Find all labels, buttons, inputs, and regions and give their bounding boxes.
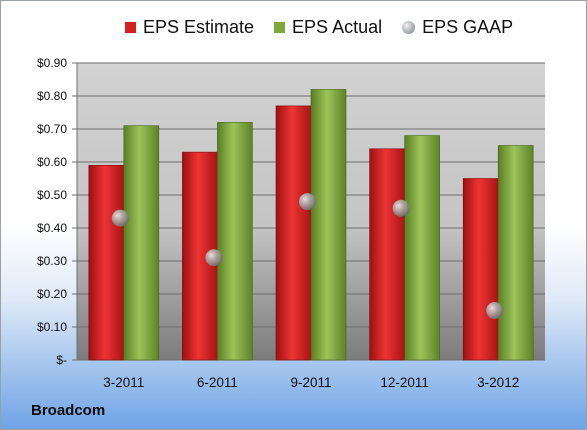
- point-eps-gaap: [392, 199, 410, 217]
- x-tick-label: 6-2011: [197, 375, 238, 390]
- legend-swatch-estimate: [125, 22, 136, 33]
- bar-eps-actual: [497, 145, 534, 361]
- legend-item-estimate: EPS Estimate: [125, 17, 254, 38]
- y-tick-label: $0.30: [37, 254, 67, 268]
- bar-eps-estimate: [369, 148, 405, 361]
- gaap-points: [111, 193, 504, 319]
- point-eps-gaap: [111, 209, 129, 227]
- bar-eps-estimate: [275, 105, 312, 361]
- bar-eps-actual: [404, 135, 440, 361]
- company-name: Broadcom: [31, 402, 106, 419]
- legend-item-gaap: EPS GAAP: [402, 17, 513, 38]
- y-tick-label: $0.90: [37, 56, 67, 70]
- bar-eps-actual: [310, 89, 347, 361]
- y-tick-label: $0.80: [37, 89, 67, 103]
- y-tick-label: $0.20: [37, 287, 67, 301]
- x-tick-label: 3-2011: [103, 375, 144, 390]
- bar-eps-estimate: [88, 165, 125, 361]
- legend: EPS Estimate EPS Actual EPS GAAP: [125, 17, 533, 38]
- y-tick-label: $0.60: [37, 155, 67, 169]
- bar-eps-actual: [123, 125, 160, 361]
- legend-label-gaap: EPS GAAP: [422, 17, 514, 37]
- legend-swatch-actual: [274, 22, 286, 33]
- point-eps-gaap: [486, 302, 504, 319]
- legend-swatch-gaap: [402, 21, 416, 34]
- y-tick-label: $0.10: [37, 320, 67, 334]
- y-tick-label: $-: [56, 353, 67, 367]
- x-tick-label: 9-2011: [290, 375, 331, 390]
- bars: [88, 89, 534, 361]
- x-axis-ticks: 3-2011 6-2011 9-2011 12-2011 3-2012: [103, 375, 519, 390]
- y-tick-label: $0.70: [37, 122, 67, 136]
- legend-label-actual: EPS Actual: [292, 17, 383, 37]
- y-tick-label: $0.50: [37, 188, 67, 202]
- bar-eps-estimate: [462, 178, 499, 361]
- x-tick-label: 3-2012: [477, 375, 519, 390]
- y-axis-ticks: $- $0.10 $0.20 $0.30 $0.40 $0.50 $0.60 $0.70 $0.…: [37, 56, 67, 367]
- point-eps-gaap: [205, 249, 223, 267]
- bar-eps-actual: [217, 122, 253, 361]
- point-eps-gaap: [299, 193, 316, 211]
- legend-item-actual: EPS Actual: [274, 17, 382, 38]
- y-tick-label: $0.40: [37, 221, 67, 235]
- legend-label-estimate: EPS Estimate: [143, 17, 255, 37]
- x-tick-label: 12-2011: [380, 375, 429, 390]
